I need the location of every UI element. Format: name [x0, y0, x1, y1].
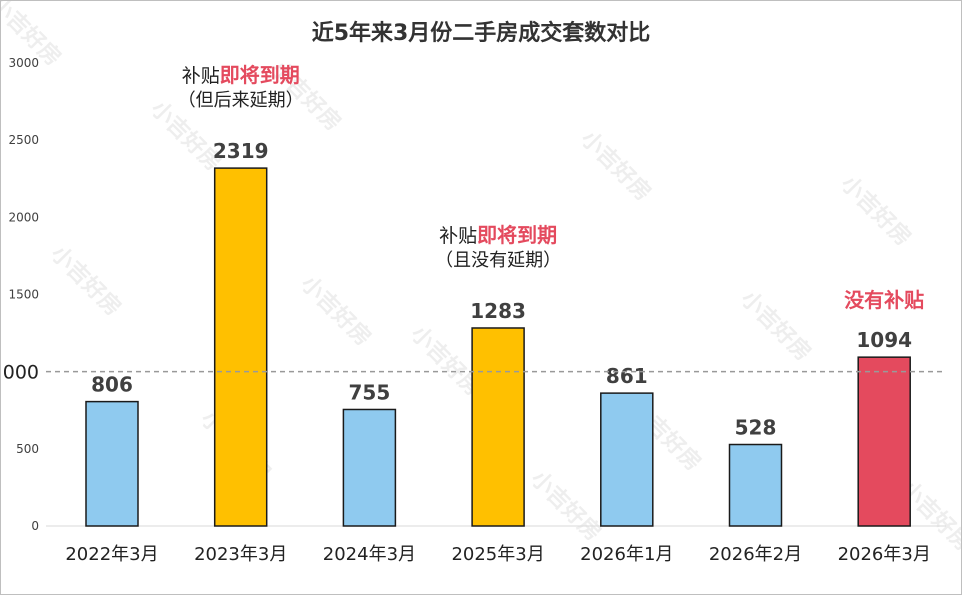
y-tick-label: 3000	[8, 56, 39, 70]
bar-2025年3月	[471, 327, 525, 527]
annotation-subtitle: （但后来延期）	[178, 90, 304, 111]
data-label: 755	[349, 380, 391, 404]
x-category-label: 2026年1月	[580, 544, 673, 565]
bar-2026年3月	[857, 356, 911, 527]
y-tick-label: 2500	[8, 133, 39, 147]
data-label: 861	[606, 364, 648, 388]
bar-2022年3月	[85, 400, 139, 527]
annotation-plain-text: 补贴	[439, 225, 477, 247]
y-tick-label: 2000	[8, 210, 39, 224]
x-category-label: 2026年3月	[838, 544, 931, 565]
chart-title: 近5年来3月份二手房成交套数对比	[311, 21, 651, 46]
watermark-text-7: 小吉好房	[526, 466, 607, 547]
data-label: 806	[91, 373, 133, 397]
annotation-highlight-text: 即将到期	[477, 223, 557, 247]
data-label: 528	[735, 416, 777, 440]
y-tick-label: 500	[16, 442, 39, 456]
bar-2026年1月	[600, 392, 654, 527]
annotation-highlight-text: 没有补贴	[844, 288, 924, 312]
watermark-text-10: 小吉好房	[736, 286, 817, 367]
data-label: 1283	[470, 299, 526, 323]
watermark-text-8: 小吉好房	[576, 126, 657, 207]
y-tick-label: 0	[31, 519, 39, 533]
x-category-label: 2022年3月	[65, 544, 158, 565]
data-label: 2319	[213, 139, 269, 163]
x-category-label: 2023年3月	[194, 544, 287, 565]
bar-2024年3月	[342, 408, 397, 527]
watermark-text-4: 小吉好房	[296, 271, 377, 352]
annotation-title: 补贴即将到期	[439, 223, 557, 247]
annotation-title: 补贴即将到期	[182, 63, 300, 87]
bar-2026年2月	[728, 443, 783, 527]
data-label: 1094	[856, 328, 912, 352]
y-tick-label: 1500	[8, 288, 39, 302]
watermark-text-11: 小吉好房	[836, 171, 917, 252]
bar-2023年3月	[213, 167, 268, 527]
x-category-label: 2025年3月	[451, 544, 544, 565]
annotation-highlight-text: 即将到期	[220, 63, 300, 87]
x-category-label: 2026年2月	[709, 544, 802, 565]
reference-line-label: 1000	[1, 362, 39, 384]
watermark-text-3: 小吉好房	[46, 241, 127, 322]
annotation-subtitle: （且没有延期）	[435, 250, 561, 271]
annotation-plain-text: 补贴	[182, 65, 220, 87]
x-category-label: 2024年3月	[323, 544, 416, 565]
